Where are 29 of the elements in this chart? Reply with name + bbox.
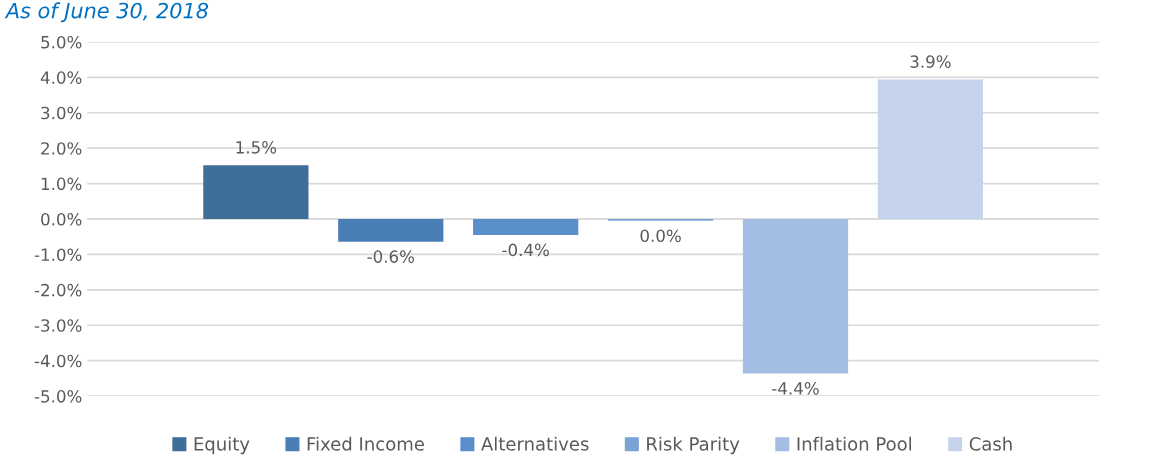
bar	[203, 165, 309, 220]
y-tick-label: 2.0%	[41, 142, 82, 155]
bar	[473, 219, 579, 235]
legend-label: Inflation Pool	[797, 436, 912, 451]
data-label: 1.5%	[236, 141, 277, 154]
y-tick-label: -3.0%	[34, 319, 82, 332]
legend-label: Fixed Income	[307, 436, 424, 451]
y-tick-label: 0.0%	[41, 212, 82, 226]
y-tick-label: 4.0%	[40, 71, 82, 84]
chart-subtitle: As of June 30, 2018	[4, 2, 209, 23]
y-tick-label: -5.0%	[34, 390, 82, 403]
y-tick-label: 5.0%	[41, 35, 82, 49]
legend-label: Risk Parity	[647, 436, 740, 455]
data-label: 0.0%	[640, 229, 681, 243]
legend-label: Alternatives	[481, 436, 589, 451]
y-tick-label: 3.0%	[41, 106, 82, 120]
y-tick-label: -4.0%	[34, 354, 82, 368]
bar	[877, 79, 984, 220]
data-label: -4.4%	[772, 382, 819, 395]
y-tick-label: 1.0%	[41, 177, 82, 191]
legend-label: Cash	[969, 436, 1012, 451]
bar	[742, 219, 849, 374]
y-tick-label: -1.0%	[34, 248, 82, 262]
bar	[338, 219, 444, 242]
legend-label: Equity	[194, 436, 250, 455]
data-label: 3.9%	[910, 55, 951, 68]
y-tick-label: -2.0%	[34, 283, 82, 297]
data-label: -0.6%	[367, 250, 415, 263]
data-label: -0.4%	[502, 243, 549, 257]
